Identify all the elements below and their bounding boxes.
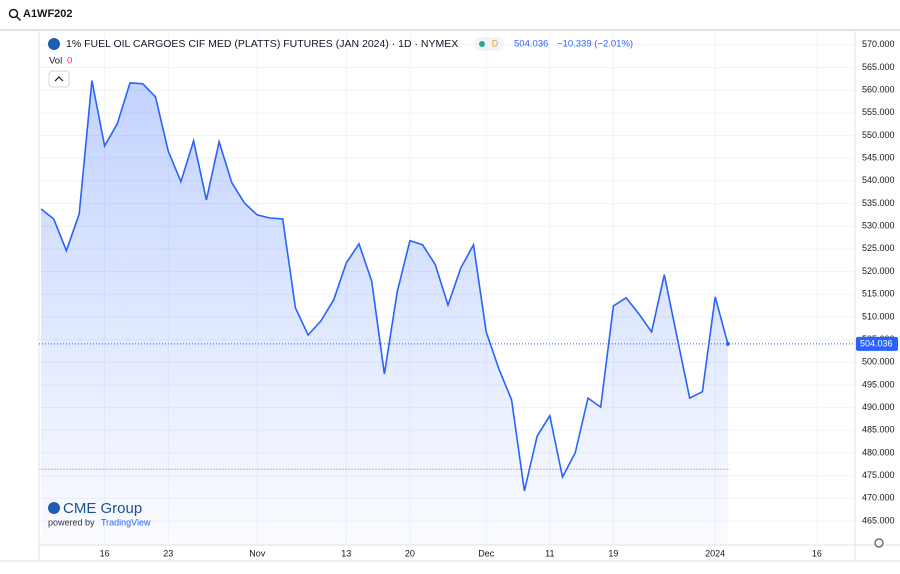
symbol[interactable]: A1WF202 bbox=[23, 8, 73, 20]
y-tick-label: 480.000 bbox=[862, 447, 895, 457]
y-tick-label: 500.000 bbox=[862, 357, 895, 367]
y-tick-label: 545.000 bbox=[862, 153, 895, 163]
x-tick-label: 13 bbox=[341, 548, 351, 558]
y-tick-label: 520.000 bbox=[862, 266, 895, 276]
change-value: −10.339 (−2.01%) bbox=[557, 39, 633, 50]
y-tick-label: 490.000 bbox=[862, 402, 895, 412]
x-tick-label: 16 bbox=[812, 548, 822, 558]
search-icon[interactable] bbox=[8, 8, 22, 22]
collapse-icon bbox=[54, 76, 64, 82]
area bbox=[41, 80, 728, 545]
settings-icon[interactable] bbox=[874, 538, 884, 548]
powered-by: powered by bbox=[48, 517, 95, 527]
plot: 504.036 bbox=[39, 80, 898, 545]
x-tick-label: 23 bbox=[163, 548, 173, 558]
collapse-button[interactable] bbox=[48, 70, 70, 88]
x-tick-label: 20 bbox=[405, 548, 415, 558]
last-point bbox=[725, 341, 730, 346]
status-dot bbox=[479, 41, 485, 47]
y-tick-label: 570.000 bbox=[862, 39, 895, 49]
y-tick-label: 530.000 bbox=[862, 221, 895, 231]
vol-value: 0 bbox=[67, 56, 72, 67]
y-tick-label: 515.000 bbox=[862, 289, 895, 299]
vol-label: Vol bbox=[49, 56, 62, 67]
y-tick-label: 555.000 bbox=[862, 107, 895, 117]
last-price-box bbox=[856, 336, 898, 351]
y-tick-label: 475.000 bbox=[862, 470, 895, 480]
line bbox=[40, 80, 729, 492]
last-price-label: 504.036 bbox=[860, 338, 893, 348]
y-tick-label: 560.000 bbox=[862, 85, 895, 95]
y-tick-label: 535.000 bbox=[862, 198, 895, 208]
last-value: 504.036 bbox=[514, 39, 548, 50]
chart-title: 1% FUEL OIL CARGOES CIF MED (PLATTS) FUT… bbox=[66, 38, 458, 50]
y-tick-label: 550.000 bbox=[862, 130, 895, 140]
badge-bg bbox=[474, 37, 504, 51]
y-tick-label: 465.000 bbox=[862, 515, 895, 525]
y-tick-label: 525.000 bbox=[862, 243, 895, 253]
chart: 465.000 470.000 475.000 480.000 485.000 490.0… bbox=[0, 31, 900, 562]
provider: TradingView bbox=[101, 517, 151, 527]
x-tick-label: 2024 bbox=[705, 548, 725, 558]
brand-name: CME Group bbox=[63, 500, 142, 517]
y-tick-label: 470.000 bbox=[862, 493, 895, 503]
x-tick-label: 19 bbox=[608, 548, 618, 558]
y-tick-label: 485.000 bbox=[862, 425, 895, 435]
x-tick-label: 16 bbox=[100, 548, 110, 558]
y-tick-label: 510.000 bbox=[862, 311, 895, 321]
branding: CME Group powered by TradingView bbox=[48, 500, 151, 527]
top-bar: A1WF202 bbox=[0, 0, 900, 31]
y-tick-label: 565.000 bbox=[862, 62, 895, 72]
y-tick-label: 540.000 bbox=[862, 175, 895, 185]
legend: 1% FUEL OIL CARGOES CIF MED (PLATTS) FUT… bbox=[48, 37, 633, 88]
x-tick-label: Nov bbox=[249, 548, 266, 558]
brand-logo bbox=[48, 502, 60, 514]
y-tick-label: 495.000 bbox=[862, 379, 895, 389]
x-tick-label: Dec bbox=[478, 548, 495, 558]
exchange-logo bbox=[48, 38, 60, 50]
interval-badge: D bbox=[492, 38, 499, 48]
x-tick-label: 11 bbox=[545, 548, 554, 558]
